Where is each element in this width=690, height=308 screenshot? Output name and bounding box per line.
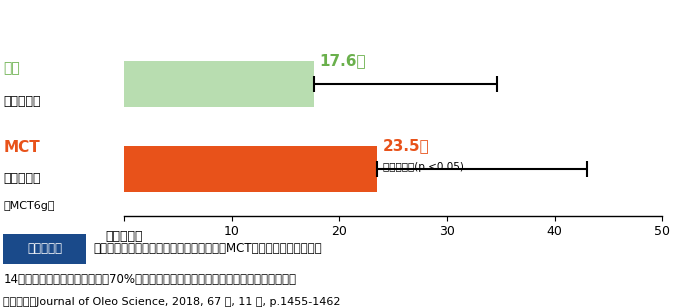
Text: MCT: MCT	[3, 140, 40, 155]
Text: 17.6分: 17.6分	[319, 53, 366, 68]
Text: 糖質: 糖質	[3, 61, 20, 75]
Text: 14日間食べ、最高酸素摂取量の70%相当の強度で運動したときの持続時間を比較した。: 14日間食べ、最高酸素摂取量の70%相当の強度で運動したときの持続時間を比較した…	[3, 274, 297, 286]
Bar	[124, 146, 377, 192]
Text: 23.5分: 23.5分	[382, 138, 429, 153]
Bar	[124, 61, 314, 107]
FancyBboxPatch shape	[3, 233, 86, 264]
Text: 参考文献：Journal of Oleo Science, 2018, 67 巻, 11 号, p.1455-1462: 参考文献：Journal of Oleo Science, 2018, 67 巻…	[3, 297, 341, 306]
Text: 試験の概要: 試験の概要	[28, 242, 62, 255]
Text: 運動愛好者８名が糖質ゼリー飲料あるいはMCTゼリー飲料をそれぞれ: 運動愛好者８名が糖質ゼリー飲料あるいはMCTゼリー飲料をそれぞれ	[93, 242, 322, 255]
Text: 有意差あり(p <0.05): 有意差あり(p <0.05)	[382, 162, 464, 172]
Text: ゼリー飲料: ゼリー飲料	[3, 95, 41, 108]
Text: ０　（分）: ０ （分）	[106, 230, 143, 243]
Text: （MCT6g）: （MCT6g）	[3, 201, 55, 211]
Text: ゼリー飲料: ゼリー飲料	[3, 172, 41, 185]
